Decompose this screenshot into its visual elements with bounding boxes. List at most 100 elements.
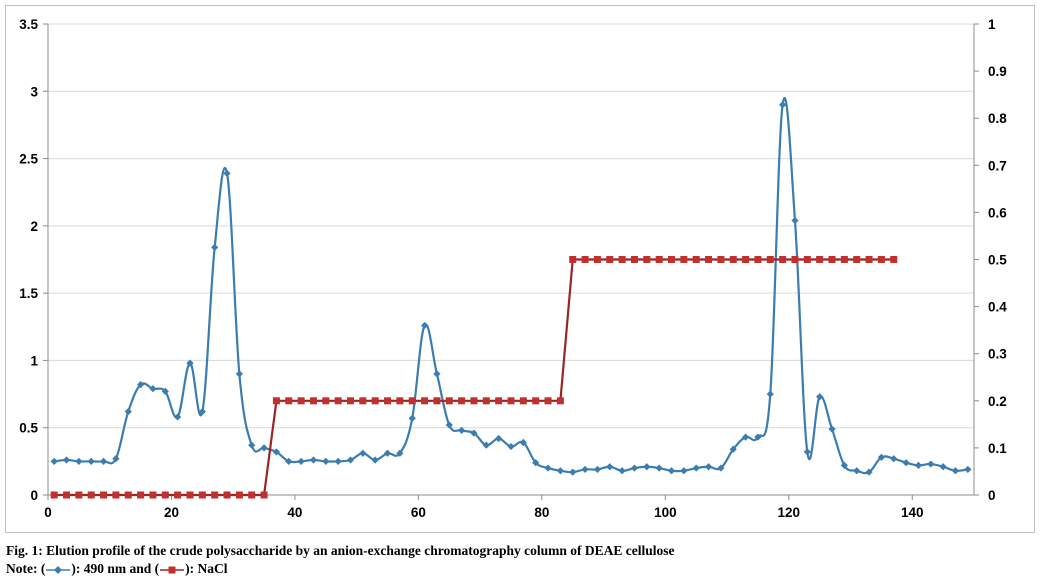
series-490nm-point [766,390,774,398]
series-490nm-point [902,459,910,467]
series-490nm-point [408,414,416,422]
series-nacl-point [235,491,243,499]
series-nacl-point [223,491,231,499]
series-nacl-point [742,256,750,263]
series-nacl-point [729,256,737,263]
series-490nm-point [704,463,713,471]
y-right-tick-label: 0.2 [988,394,1007,409]
series-490nm-point [828,425,836,433]
series-nacl-point [63,491,71,499]
series-nacl-point [458,397,466,405]
series-490nm-point [877,453,885,461]
y-right-tick-label: 0.3 [988,347,1007,362]
series-490nm-point [285,457,293,465]
series-nacl-point [408,397,416,405]
series-490nm-point [964,465,972,474]
y-right-tick-label: 0.9 [988,64,1007,79]
series-nacl-point [630,256,638,263]
series-nacl-point [346,397,354,405]
series-490nm-point [482,441,490,449]
series-490nm-point [914,461,923,469]
series-490nm-point [581,465,589,474]
series-nacl-point [149,491,157,499]
y-right-tick-label: 0.5 [988,253,1007,268]
series-490nm-point [544,464,552,472]
series-nacl-point [433,397,441,405]
series-nacl-point [692,256,700,263]
series-layer [50,96,972,499]
series-490nm-point [198,407,206,416]
series-490nm-point [149,385,157,393]
series-490nm-point [359,449,367,457]
series-nacl-point [260,491,268,499]
series-490nm-point [519,438,527,447]
series-nacl-point [371,397,379,405]
y-right-tick-label: 0.1 [988,441,1007,456]
series-490nm-point [62,456,71,464]
series-nacl-point [445,397,453,405]
series-nacl-point [766,256,774,263]
series-490nm-point [816,393,824,401]
x-tick-label: 60 [411,505,426,520]
series-490nm-point [334,457,342,465]
x-tick-label: 120 [778,505,801,520]
series-nacl-point [618,256,626,263]
y-left-tick-label: 1.5 [19,286,38,301]
series-nacl-line [54,258,894,497]
series-490nm-point [865,468,873,476]
series-nacl-point [112,491,120,499]
series-nacl-point [705,256,713,263]
series-490nm-point [99,457,108,465]
y-left-tick-label: 0 [30,488,38,503]
series-490nm-point [890,455,898,463]
series-nacl-point [87,491,95,499]
figure-note: Note: ( ): 490 nm and ( ): NaCl [6,560,675,578]
y-left-tick-label: 2.5 [19,152,38,167]
x-tick-label: 100 [654,505,677,520]
series-490nm-point [779,101,787,109]
series-490nm-point [507,442,515,451]
series-490nm-point [618,467,626,475]
series-nacl-point [779,256,787,263]
series-nacl-point [470,397,478,405]
series-nacl-point [285,397,293,405]
series-490nm-point [235,370,243,378]
series-nacl-point [890,256,898,263]
series-490nm-point [939,463,947,471]
series-490nm-point [174,413,182,421]
series-nacl-point [865,256,873,263]
series-nacl-point [50,491,58,499]
series-nacl-point [803,256,811,263]
series-490nm-point [433,370,441,378]
series-nacl-point [272,397,280,405]
series-nacl-point [248,491,256,499]
series-nacl-point [754,256,762,263]
series-490nm-point [112,455,120,463]
series-nacl-point [680,256,688,263]
series-490nm-point [445,421,453,429]
series-nacl-point [186,491,194,499]
series-nacl-point [174,491,182,499]
series-nacl-point [828,256,836,263]
series-nacl-point [384,397,392,405]
series-nacl-point [100,491,108,499]
series-490nm-point [556,467,564,475]
axes [43,23,979,500]
series-nacl-point [569,256,577,263]
legend-490nm-marker [46,565,71,574]
series-nacl-point [643,256,651,263]
series-nacl-point [717,256,725,263]
series-nacl-point [482,397,490,405]
series-490nm-point [371,456,379,464]
series-490nm-point [248,441,256,449]
x-tick-label: 140 [901,505,924,520]
figure-title: Fig. 1: Elution profile of the crude pol… [6,543,675,558]
series-490nm-point [495,434,503,443]
series-nacl-point [309,397,317,405]
chart-area: 0 0.5 1 1.5 2 2.5 3 3.5 0 0.1 0.2 0.3 0.4 0.5 0.6 0.7 0.… [5,5,1035,533]
series-490nm-point [297,457,305,465]
series-490nm-point [532,459,540,467]
series-nacl-point [396,397,404,405]
series-nacl-point [137,491,145,499]
series-nacl-point [211,491,219,499]
